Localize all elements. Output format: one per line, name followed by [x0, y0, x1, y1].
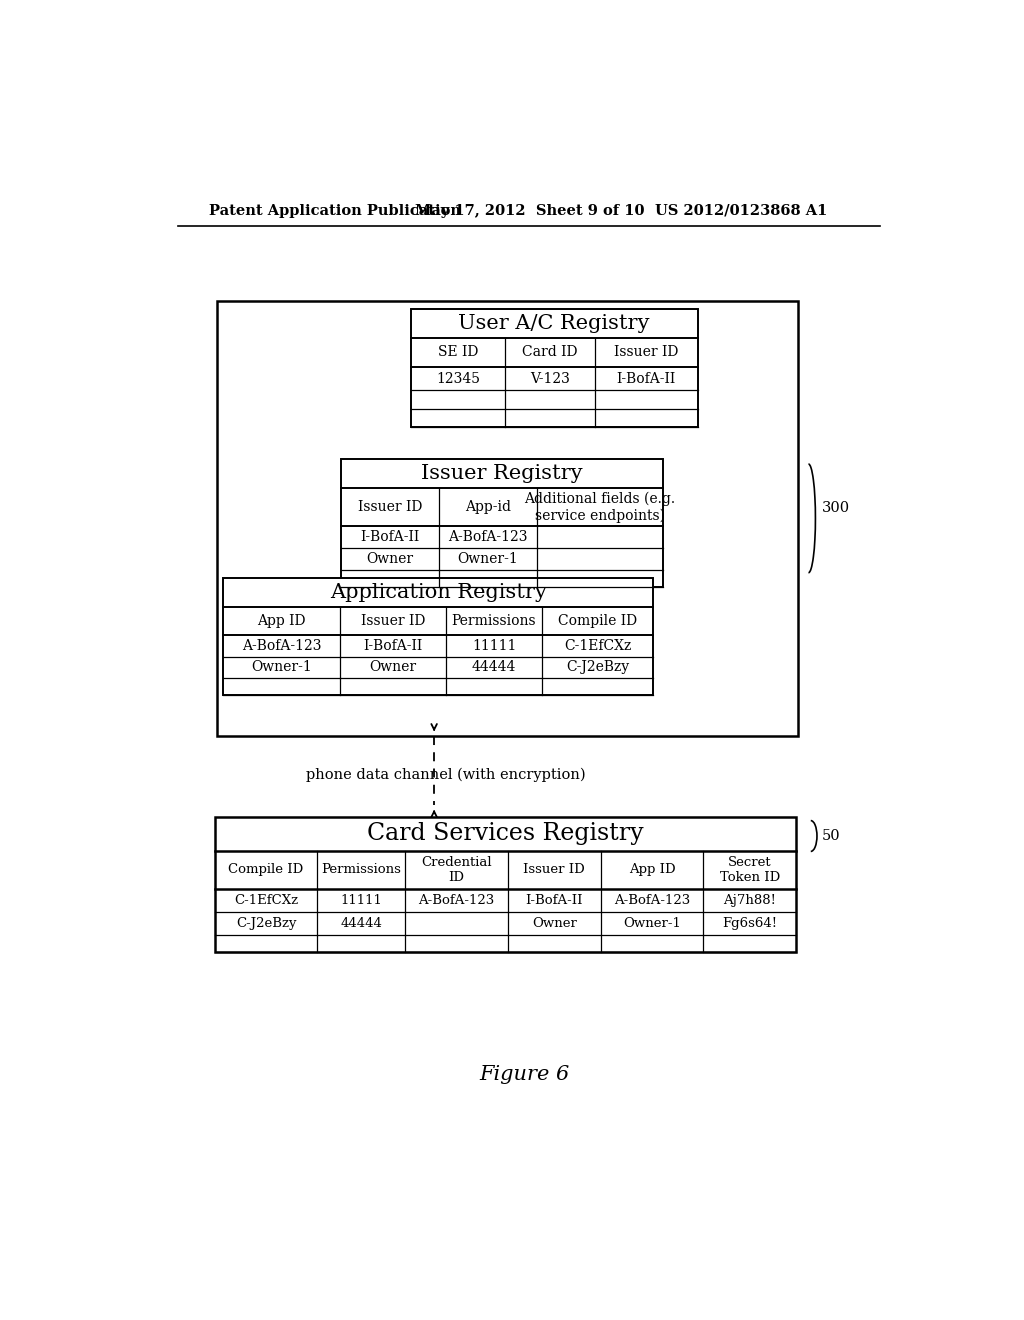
Text: Permissions: Permissions: [322, 863, 401, 876]
Text: I-BofA-II: I-BofA-II: [616, 372, 676, 385]
Text: Compile ID: Compile ID: [558, 614, 637, 628]
Bar: [217, 301, 799, 737]
Text: 11111: 11111: [472, 639, 516, 653]
Text: 44444: 44444: [472, 660, 516, 675]
Text: Figure 6: Figure 6: [479, 1065, 570, 1084]
Text: 44444: 44444: [340, 917, 382, 931]
Text: Owner: Owner: [370, 660, 417, 675]
Text: App ID: App ID: [257, 614, 306, 628]
Text: 12345: 12345: [436, 372, 480, 385]
Text: Issuer Registry: Issuer Registry: [421, 463, 583, 483]
Text: Issuer ID: Issuer ID: [523, 863, 585, 876]
Text: App ID: App ID: [629, 863, 675, 876]
Text: User A/C Registry: User A/C Registry: [459, 314, 650, 333]
Text: SE ID: SE ID: [437, 346, 478, 359]
Bar: [215, 817, 796, 952]
Text: US 2012/0123868 A1: US 2012/0123868 A1: [655, 203, 827, 218]
Text: 11111: 11111: [340, 894, 382, 907]
Text: 50: 50: [821, 829, 841, 843]
Text: Card ID: Card ID: [522, 346, 578, 359]
Text: A-BofA-123: A-BofA-123: [242, 639, 322, 653]
Bar: [411, 309, 697, 428]
Text: Card Services Registry: Card Services Registry: [368, 822, 644, 845]
Bar: [341, 459, 663, 586]
Text: C-1EfCXz: C-1EfCXz: [564, 639, 632, 653]
Text: A-BofA-123: A-BofA-123: [613, 894, 690, 907]
Text: Patent Application Publication: Patent Application Publication: [209, 203, 462, 218]
Text: Additional fields (e.g.
service endpoints): Additional fields (e.g. service endpoint…: [524, 491, 676, 523]
Text: V-123: V-123: [529, 372, 569, 385]
Text: Secret
Token ID: Secret Token ID: [720, 855, 779, 884]
Text: May 17, 2012  Sheet 9 of 10: May 17, 2012 Sheet 9 of 10: [415, 203, 644, 218]
Text: Aj7h88!: Aj7h88!: [723, 894, 776, 907]
Text: C-J2eBzy: C-J2eBzy: [236, 917, 296, 931]
Text: I-BofA-II: I-BofA-II: [360, 531, 420, 544]
Text: C-1EfCXz: C-1EfCXz: [234, 894, 298, 907]
Text: I-BofA-II: I-BofA-II: [525, 894, 583, 907]
Text: Owner: Owner: [531, 917, 577, 931]
Text: App-id: App-id: [465, 500, 511, 515]
Text: Compile ID: Compile ID: [228, 863, 304, 876]
Text: A-BofA-123: A-BofA-123: [449, 531, 527, 544]
Text: Issuer ID: Issuer ID: [357, 500, 422, 515]
Text: A-BofA-123: A-BofA-123: [419, 894, 495, 907]
Text: Owner-1: Owner-1: [623, 917, 681, 931]
Text: Issuer ID: Issuer ID: [614, 346, 678, 359]
Text: C-J2eBzy: C-J2eBzy: [566, 660, 630, 675]
Text: Issuer ID: Issuer ID: [360, 614, 425, 628]
Text: Permissions: Permissions: [452, 614, 537, 628]
Bar: [223, 578, 653, 696]
Text: Credential
ID: Credential ID: [421, 855, 492, 884]
Text: 300: 300: [821, 500, 850, 515]
Text: Owner-1: Owner-1: [251, 660, 312, 675]
Text: I-BofA-II: I-BofA-II: [364, 639, 423, 653]
Text: Owner-1: Owner-1: [458, 552, 518, 566]
Text: Application Registry: Application Registry: [330, 583, 547, 602]
Text: Fg6s64!: Fg6s64!: [722, 917, 777, 931]
Text: phone data channel (with encryption): phone data channel (with encryption): [306, 767, 586, 781]
Text: Owner: Owner: [367, 552, 414, 566]
